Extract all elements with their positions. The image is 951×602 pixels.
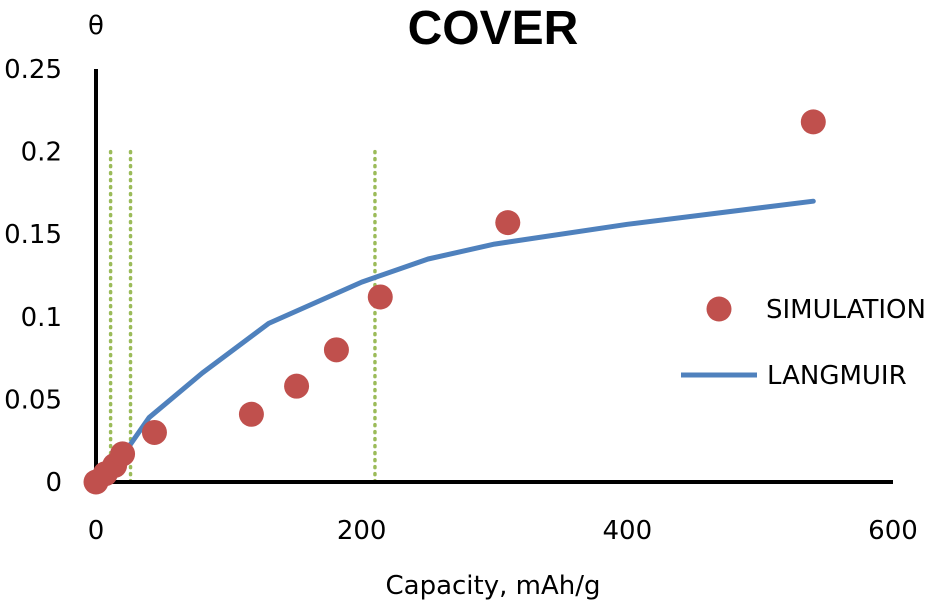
simulation-point: [495, 210, 521, 236]
simulation-point: [367, 284, 393, 310]
y-tick-label: 0.05: [4, 385, 62, 415]
simulation-point: [800, 109, 826, 135]
simulation-point: [284, 373, 310, 399]
y-tick-label: 0.25: [4, 55, 62, 85]
simulation-series: [83, 109, 826, 495]
simulation-point: [110, 441, 136, 467]
legend-langmuir-label: LANGMUIR: [767, 361, 907, 391]
simulation-point: [323, 337, 349, 363]
legend-simulation-label: SIMULATION: [766, 295, 926, 325]
x-tick-label: 200: [337, 516, 387, 546]
y-tick-label: 0.15: [4, 220, 62, 250]
y-tick-label: 0.2: [21, 138, 62, 168]
langmuir-line: [112, 198, 816, 477]
x-axis-title: Capacity, mAh/g: [385, 571, 600, 601]
x-tick-label: 0: [88, 516, 105, 546]
x-tick-label: 400: [603, 516, 653, 546]
chart-title: COVER: [408, 2, 579, 55]
legend-simulation-marker: [706, 296, 732, 322]
axes: [94, 69, 893, 484]
y-tick-label: 0.1: [21, 303, 62, 333]
langmuir-series: [112, 198, 816, 477]
x-tick-label: 600: [868, 516, 918, 546]
simulation-point: [238, 401, 264, 427]
simulation-point: [141, 419, 167, 445]
reference-lines: [108, 149, 377, 484]
y-tick-label: 0: [45, 468, 62, 498]
y-axis-title: θ: [88, 11, 104, 41]
legend: SIMULATION LANGMUIR: [681, 295, 926, 391]
tick-labels: 0 0.05 0.1 0.15 0.2 0.25 0 200 400 600: [4, 55, 918, 546]
